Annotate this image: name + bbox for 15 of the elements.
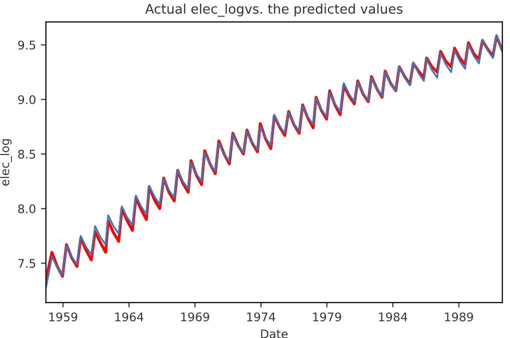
x-tick-label: 1964 (115, 312, 144, 322)
x-tick-label: 1979 (313, 312, 342, 322)
y-tick-label: 9.5 (18, 40, 36, 50)
x-tick-label: 1984 (379, 312, 408, 322)
x-axis-title: Date (261, 330, 288, 338)
chart-title: Actual elec_logvs. the predicted values (145, 4, 402, 17)
x-tick-label: 1989 (445, 312, 474, 322)
y-tick-label: 8.0 (18, 204, 36, 214)
x-tick-label: 1969 (181, 312, 210, 322)
x-tick-label: 1959 (49, 312, 78, 322)
y-tick-label: 9.0 (18, 95, 36, 104)
x-tick-label: 1974 (247, 312, 276, 322)
y-tick-label: 8.5 (18, 150, 36, 159)
y-axis-title: elec_log (0, 139, 12, 186)
y-tick-label: 7.5 (18, 259, 36, 268)
